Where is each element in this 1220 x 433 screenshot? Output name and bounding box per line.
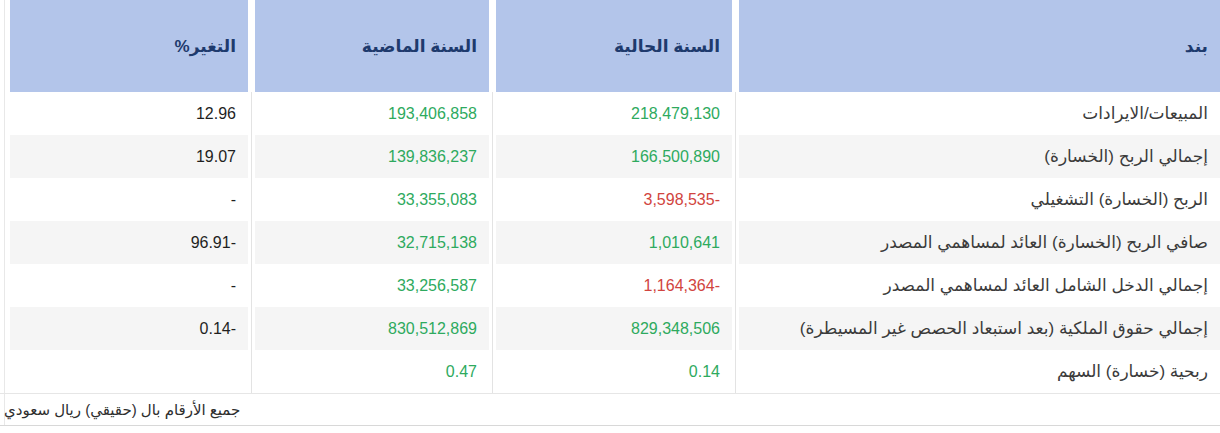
previous-year-cell: 33,355,083	[255, 178, 489, 221]
previous-year-cell: 33,256,587	[255, 264, 489, 307]
item-cell: الربح (الخسارة) التشغيلي	[739, 178, 1220, 221]
item-cell: ربحية (خسارة) السهم	[739, 350, 1220, 393]
table-row: الربح (الخسارة) التشغيلي 3,598,535- 33,3…	[10, 178, 1220, 221]
current-year-cell: 3,598,535-	[496, 178, 732, 221]
column-header-change-pct: التغير%	[10, 0, 248, 92]
item-cell: المبيعات/الايرادات	[739, 92, 1220, 135]
financials-table: بند السنة الحالية السنة الماضية التغير% …	[3, 0, 1220, 393]
column-header-item: بند	[739, 0, 1220, 92]
item-cell: إجمالي الدخل الشامل العائد لمساهمي المصد…	[739, 264, 1220, 307]
column-separator	[251, 92, 252, 393]
current-year-cell: 1,010,641	[496, 221, 732, 264]
column-separator	[492, 92, 493, 393]
column-header-previous-year: السنة الماضية	[255, 0, 489, 92]
table-row: إجمالي الربح (الخسارة) 166,500,890 139,8…	[10, 135, 1220, 178]
table-body: المبيعات/الايرادات 218,479,130 193,406,8…	[10, 92, 1220, 393]
financials-panel: بند السنة الحالية السنة الماضية التغير% …	[0, 0, 1220, 426]
table-row: إجمالي الدخل الشامل العائد لمساهمي المصد…	[10, 264, 1220, 307]
change-pct-cell: 0.14-	[10, 307, 248, 350]
header-row: بند السنة الحالية السنة الماضية التغير%	[10, 0, 1220, 92]
table-row: ربحية (خسارة) السهم 0.14 0.47	[10, 350, 1220, 393]
item-cell: إجمالي حقوق الملكية (بعد استبعاد الحصص غ…	[739, 307, 1220, 350]
previous-year-cell: 32,715,138	[255, 221, 489, 264]
previous-year-cell: 0.47	[255, 350, 489, 393]
financial-results-page: { "header": { "item": "بند", "current_ye…	[0, 0, 1220, 433]
footnote: جميع الأرقام بال (حقيقي) ريال سعودي	[0, 393, 1220, 424]
table-row: إجمالي حقوق الملكية (بعد استبعاد الحصص غ…	[10, 307, 1220, 350]
change-pct-cell: 96.91-	[10, 221, 248, 264]
column-separator	[735, 92, 736, 393]
column-header-current-year: السنة الحالية	[496, 0, 732, 92]
current-year-cell: 1,164,364-	[496, 264, 732, 307]
item-cell: صافي الربح (الخسارة) العائد لمساهمي المص…	[739, 221, 1220, 264]
table-row: المبيعات/الايرادات 218,479,130 193,406,8…	[10, 92, 1220, 135]
current-year-cell: 829,348,506	[496, 307, 732, 350]
current-year-cell: 166,500,890	[496, 135, 732, 178]
item-cell: إجمالي الربح (الخسارة)	[739, 135, 1220, 178]
table-row: صافي الربح (الخسارة) العائد لمساهمي المص…	[10, 221, 1220, 264]
previous-year-cell: 139,836,237	[255, 135, 489, 178]
previous-year-cell: 193,406,858	[255, 92, 489, 135]
current-year-cell: 0.14	[496, 350, 732, 393]
table-header: بند السنة الحالية السنة الماضية التغير%	[10, 0, 1220, 92]
previous-year-cell: 830,512,869	[255, 307, 489, 350]
change-pct-cell: 12.96	[10, 92, 248, 135]
change-pct-cell: 19.07	[10, 135, 248, 178]
change-pct-cell	[10, 350, 248, 393]
change-pct-cell: -	[10, 264, 248, 307]
change-pct-cell: -	[10, 178, 248, 221]
current-year-cell: 218,479,130	[496, 92, 732, 135]
